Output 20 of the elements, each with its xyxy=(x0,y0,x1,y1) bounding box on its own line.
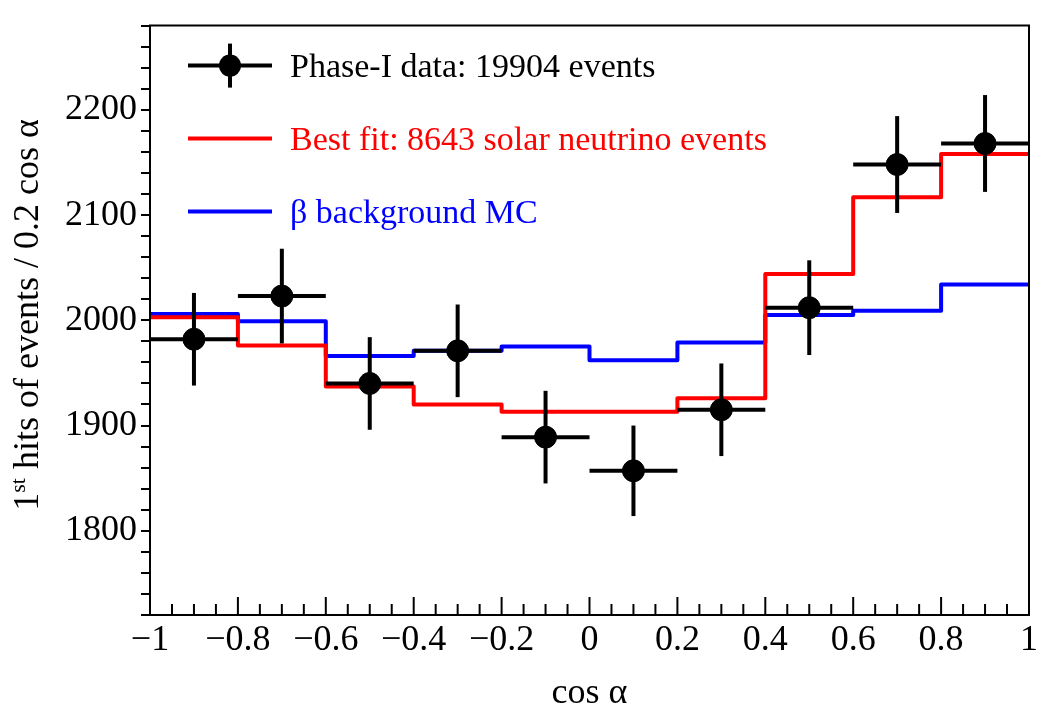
x-axis-title: cos α xyxy=(551,671,628,712)
x-tick-label: −0.8 xyxy=(205,618,271,659)
x-tick-label: −0.2 xyxy=(468,618,535,659)
y-tick-label: 1800 xyxy=(65,508,137,549)
x-tick-label: 1 xyxy=(1020,618,1038,659)
x-tick-label: 0.4 xyxy=(742,618,788,659)
y-tick-label: 2200 xyxy=(65,87,137,128)
y-tick-label: 2000 xyxy=(65,297,137,338)
x-tick-label: 0.2 xyxy=(654,618,700,659)
y-tick-label: 1900 xyxy=(65,403,137,443)
x-tick-label: −1 xyxy=(130,618,170,659)
legend-label: Phase-I data: 19904 events xyxy=(290,46,656,84)
x-tick-label: 0.8 xyxy=(918,618,964,659)
x-tick-label: 0.6 xyxy=(830,618,876,659)
legend-label: Best fit: 8643 solar neutrino events xyxy=(290,119,767,157)
legend-label: β background MC xyxy=(290,192,538,230)
x-tick-label: −0.4 xyxy=(381,618,447,659)
y-tick-label: 2100 xyxy=(65,192,137,233)
x-tick-label: 0 xyxy=(580,618,599,659)
x-tick-label: −0.6 xyxy=(293,618,359,659)
